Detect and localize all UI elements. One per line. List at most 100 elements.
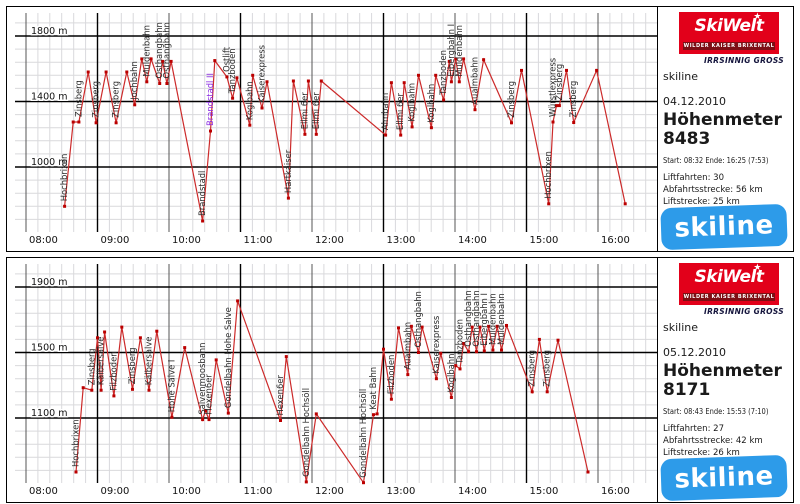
altitude-total-value: 8171	[663, 380, 711, 400]
stats-block: Liftfahrten: 30 Abfahrtsstrecke: 56 km L…	[663, 172, 788, 208]
skiline-logo-text: skiline	[673, 461, 775, 495]
svg-text:1000 m: 1000 m	[31, 157, 67, 168]
altitude-total-label: Höhenmeter	[663, 110, 782, 130]
svg-text:Kaiserexpress: Kaiserexpress	[257, 45, 267, 103]
svg-text:Zinsberg: Zinsberg	[127, 347, 137, 384]
svg-text:Hexen6er: Hexen6er	[275, 375, 285, 416]
svg-text:Koglbahn: Koglbahn	[407, 83, 417, 122]
elevation-chart-day1: 08:00 09:00 10:00 11:00 12:00 13:00 14:00 15:00…	[15, 13, 657, 246]
svg-text:Ostlift: Ostlift	[221, 46, 231, 72]
svg-text:11:00: 11:00	[244, 235, 273, 246]
svg-text:Osthangbahn: Osthangbahn	[161, 22, 171, 78]
stat-liftfahrten: Liftfahrten: 27	[663, 424, 725, 434]
svg-text:Zinsberg: Zinsberg	[73, 80, 83, 117]
day-panel-1: 08:00 09:00 10:00 11:00 12:00 13:00 14:00 15:00…	[6, 6, 794, 252]
skiline-logo: skiline	[660, 454, 788, 502]
stat-liftstrecke: Liftstrecke: 25 km	[663, 197, 740, 207]
session-times: Start: 08:32 Ende: 16:25 (7:53)	[663, 156, 769, 165]
svg-text:Muldenbahn: Muldenbahn	[496, 293, 506, 345]
svg-text:Osthangbahn: Osthangbahn	[471, 290, 481, 346]
day-panel-2: 08:00 09:00 10:00 11:00 12:00 13:00 14:00 15:00…	[6, 257, 794, 503]
skiwelt-logo-subtitle: WILDER KAISER BRIXENTAL	[683, 293, 775, 301]
svg-text:Muldenbahn: Muldenbahn	[454, 25, 464, 77]
info-panel-1: ★ SkiWelt WILDER KAISER BRIXENTAL IRRSINN…	[657, 7, 793, 251]
skiwelt-star-icon: ★	[753, 12, 761, 22]
svg-text:Würstlexpress: Würstlexpress	[548, 58, 558, 117]
skiwelt-logo: ★ SkiWelt WILDER KAISER BRIXENTAL	[679, 263, 779, 305]
svg-text:Zinsberg: Zinsberg	[527, 350, 537, 387]
svg-text:Gondelbahn Hohe Salve: Gondelbahn Hohe Salve	[223, 307, 233, 408]
stat-abfahrtsstrecke: Abfahrtsstrecke: 56 km	[663, 185, 763, 195]
info-panel-2: ★ SkiWelt WILDER KAISER BRIXENTAL IRRSINN…	[657, 258, 793, 502]
svg-text:08:00: 08:00	[29, 235, 58, 246]
svg-text:Muldenbahn: Muldenbahn	[487, 293, 497, 345]
skiwelt-logo-text: ★ SkiWelt	[679, 12, 779, 36]
svg-text:14:00: 14:00	[458, 235, 487, 246]
svg-text:Aualmbahn: Aualmbahn	[470, 57, 480, 105]
skiline-logo-text: skiline	[673, 210, 775, 244]
svg-text:Almbahn: Almbahn	[380, 93, 390, 130]
svg-text:Kaiserexpress: Kaiserexpress	[431, 316, 441, 374]
svg-text:Gondelbahn Hochsöll: Gondelbahn Hochsöll	[301, 388, 311, 477]
svg-text:Gondelbahn Hochsöll: Gondelbahn Hochsöll	[358, 389, 368, 478]
svg-text:Ellmi 6er: Ellmi 6er	[311, 92, 321, 130]
stat-liftfahrten: Liftfahrten: 30	[663, 173, 725, 183]
svg-text:Zinsberg: Zinsberg	[542, 350, 552, 387]
svg-text:Koglbahn: Koglbahn	[446, 354, 456, 393]
svg-text:Tanzboden: Tanzboden	[438, 50, 448, 96]
svg-text:Kälbersalve: Kälbersalve	[96, 337, 106, 386]
svg-text:Zinsberg: Zinsberg	[568, 81, 578, 118]
svg-text:15:00: 15:00	[530, 486, 559, 497]
svg-text:Zinsberg: Zinsberg	[91, 81, 101, 118]
svg-text:Hochbrixen: Hochbrixen	[71, 419, 81, 467]
svg-text:Tanzboden: Tanzboden	[227, 48, 237, 94]
svg-text:Eibergbahn I: Eibergbahn I	[479, 293, 489, 346]
svg-text:12:00: 12:00	[315, 235, 344, 246]
skiwelt-tagline: IRRSINNIG GROSS	[704, 56, 784, 65]
skiwelt-star-icon: ★	[753, 263, 761, 273]
svg-text:1800 m: 1800 m	[31, 26, 67, 37]
altitude-total-value: 8483	[663, 129, 711, 149]
svg-text:12:00: 12:00	[315, 486, 344, 497]
report-date: 04.12.2010	[663, 95, 726, 108]
svg-text:1400 m: 1400 m	[31, 92, 67, 103]
site-label: skiline	[663, 70, 699, 83]
site-label: skiline	[663, 321, 699, 334]
svg-text:Eibergbahn I: Eibergbahn I	[446, 24, 456, 77]
chart-area-2: 08:00 09:00 10:00 11:00 12:00 13:00 14:00 15:00…	[7, 258, 657, 500]
svg-text:13:00: 13:00	[387, 235, 416, 246]
svg-text:Tanzboden: Tanzboden	[455, 319, 465, 365]
stat-liftstrecke: Liftstrecke: 26 km	[663, 448, 740, 458]
svg-text:Koglbahn: Koglbahn	[426, 84, 436, 123]
svg-text:16:00: 16:00	[601, 486, 630, 497]
session-times: Start: 08:43 Ende: 15:53 (7:10)	[663, 407, 769, 416]
svg-text:Aualmbahn: Aualmbahn	[402, 322, 412, 370]
svg-text:Filzboden: Filzboden	[108, 351, 118, 390]
svg-text:Salvenmoosbahn: Salvenmoosbahn	[197, 343, 207, 415]
svg-text:10:00: 10:00	[172, 235, 201, 246]
svg-text:15:00: 15:00	[530, 235, 559, 246]
svg-text:10:00: 10:00	[172, 486, 201, 497]
skiwelt-logo: ★ SkiWelt WILDER KAISER BRIXENTAL	[679, 12, 779, 54]
svg-text:Koglbahn: Koglbahn	[244, 81, 254, 120]
svg-text:Jochbahn: Jochbahn	[129, 61, 139, 101]
svg-text:Osthangbahn: Osthangbahn	[154, 22, 164, 78]
svg-text:14:00: 14:00	[458, 486, 487, 497]
svg-text:Hohe Salve I: Hohe Salve I	[166, 360, 176, 413]
svg-text:1500 m: 1500 m	[31, 343, 67, 354]
svg-text:16:00: 16:00	[601, 235, 630, 246]
stats-block: Liftfahrten: 27 Abfahrtsstrecke: 42 km L…	[663, 423, 788, 459]
stat-abfahrtsstrecke: Abfahrtsstrecke: 42 km	[663, 436, 763, 446]
svg-text:Hochbrixen: Hochbrixen	[543, 151, 553, 199]
svg-text:13:00: 13:00	[387, 486, 416, 497]
svg-text:1900 m: 1900 m	[31, 277, 67, 288]
svg-text:Kälbersalve: Kälbersalve	[144, 337, 154, 386]
skiline-logo: skiline	[660, 203, 788, 251]
svg-text:11:00: 11:00	[244, 486, 273, 497]
svg-text:09:00: 09:00	[101, 486, 130, 497]
report-date: 05.12.2010	[663, 346, 726, 359]
elevation-chart-day2: 08:00 09:00 10:00 11:00 12:00 13:00 14:00 15:00…	[15, 264, 657, 497]
svg-text:Filzboden: Filzboden	[386, 355, 396, 394]
svg-text:Hartkaiser: Hartkaiser	[283, 149, 293, 193]
